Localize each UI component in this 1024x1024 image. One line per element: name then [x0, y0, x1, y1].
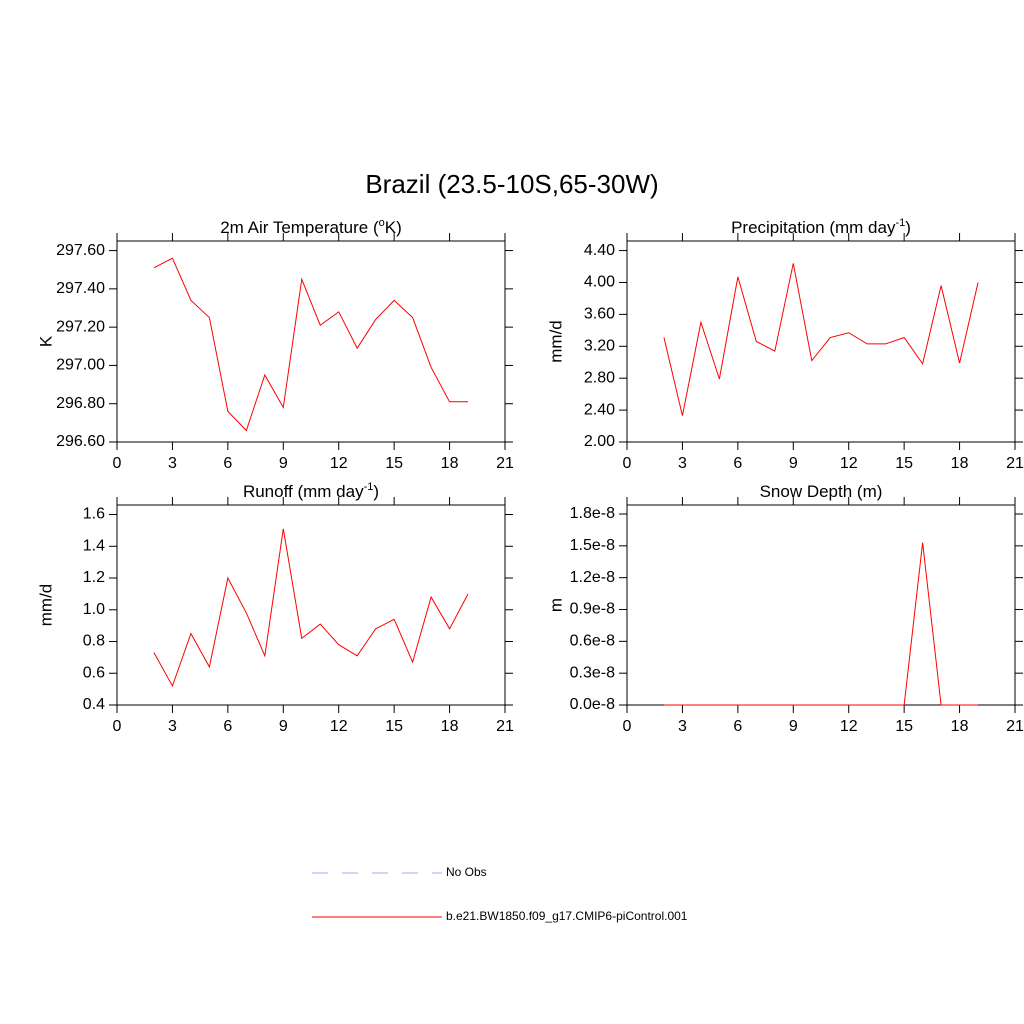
y-tick-label: 0.3e-8	[570, 664, 615, 681]
x-tick-label: 15	[385, 718, 403, 735]
y-tick-label: 1.6	[83, 506, 105, 523]
y-tick-label: 3.20	[584, 338, 615, 355]
x-tick-label: 3	[168, 718, 177, 735]
y-tick-label: 1.5e-8	[570, 537, 615, 554]
y-tick-label: 296.60	[56, 433, 105, 450]
panel-title: Runoff (mm day-1)	[243, 481, 379, 502]
panel-title-part: Snow Depth (m)	[760, 482, 883, 501]
x-tick-label: 9	[279, 455, 288, 472]
panel-title: Snow Depth (m)	[760, 482, 883, 501]
y-tick-label: 1.2	[83, 569, 105, 586]
y-tick-label: 1.0	[83, 601, 105, 618]
panel-title: Precipitation (mm day-1)	[731, 217, 911, 238]
x-tick-label: 9	[789, 455, 798, 472]
plot-frame	[626, 504, 1016, 706]
y-tick-label: 2.00	[584, 433, 615, 450]
y-tick-label: 297.20	[56, 318, 105, 335]
x-tick-label: 12	[840, 455, 858, 472]
y-axis-label: K	[36, 335, 55, 347]
y-tick-label: 4.40	[584, 242, 615, 259]
plot-frame	[116, 504, 506, 706]
y-tick-label: 296.80	[56, 395, 105, 412]
y-tick-label: 0.8	[83, 633, 105, 650]
plot-frame	[626, 240, 1016, 443]
y-tick-label: 0.4	[83, 696, 105, 713]
x-tick-label: 21	[496, 718, 514, 735]
y-tick-label: 1.8e-8	[570, 505, 615, 522]
x-tick-label: 12	[330, 455, 348, 472]
x-tick-label: 12	[330, 718, 348, 735]
y-tick-label: 1.2e-8	[570, 569, 615, 586]
legend-label: b.e21.BW1850.f09_g17.CMIP6-piControl.001	[446, 909, 688, 923]
y-tick-label: 2.40	[584, 401, 615, 418]
x-tick-label: 15	[385, 455, 403, 472]
x-tick-label: 6	[223, 455, 232, 472]
y-axis-label: mm/d	[36, 584, 55, 627]
panel-title-part: )	[905, 218, 911, 237]
x-tick-label: 6	[733, 718, 742, 735]
panel-title-part: K)	[385, 218, 402, 237]
y-axis-label: mm/d	[546, 320, 565, 363]
x-tick-label: 0	[113, 718, 122, 735]
y-tick-label: 4.00	[584, 274, 615, 291]
y-axis-label: m	[546, 598, 565, 612]
y-tick-label: 1.4	[83, 537, 105, 554]
x-tick-label: 6	[223, 718, 232, 735]
data-line	[663, 542, 979, 706]
y-tick-label: 297.60	[56, 242, 105, 259]
y-tick-label: 297.00	[56, 357, 105, 374]
x-tick-label: 18	[441, 455, 459, 472]
x-tick-label: 3	[678, 455, 687, 472]
x-tick-label: 3	[168, 455, 177, 472]
plot-frame	[116, 240, 506, 443]
x-tick-label: 0	[623, 718, 632, 735]
y-tick-label: 3.60	[584, 306, 615, 323]
panel-title-part: 2m Air Temperature (	[220, 218, 379, 237]
x-tick-label: 15	[895, 718, 913, 735]
panel-title-part: -1	[364, 481, 374, 493]
x-tick-label: 21	[1006, 455, 1024, 472]
y-tick-label: 0.0e-8	[570, 696, 615, 713]
panel-title-part: -1	[895, 217, 905, 229]
panel-title-part: o	[379, 217, 385, 229]
x-tick-label: 12	[840, 718, 858, 735]
x-tick-label: 21	[1006, 718, 1024, 735]
panel-title: 2m Air Temperature (oK)	[220, 217, 402, 238]
x-tick-label: 15	[895, 455, 913, 472]
x-tick-label: 21	[496, 455, 514, 472]
y-tick-label: 297.40	[56, 280, 105, 297]
data-line	[153, 528, 469, 688]
x-tick-label: 18	[951, 718, 969, 735]
panel-title-part: )	[373, 482, 379, 501]
x-tick-label: 9	[279, 718, 288, 735]
x-tick-label: 9	[789, 718, 798, 735]
x-tick-label: 3	[678, 718, 687, 735]
panel-title-part: Precipitation (mm day	[731, 218, 896, 237]
y-tick-label: 0.9e-8	[570, 601, 615, 618]
y-tick-label: 0.6e-8	[570, 633, 615, 650]
x-tick-label: 0	[113, 455, 122, 472]
x-tick-label: 18	[951, 455, 969, 472]
x-tick-label: 18	[441, 718, 459, 735]
y-tick-label: 0.6	[83, 664, 105, 681]
y-tick-label: 2.80	[584, 369, 615, 386]
data-line	[663, 263, 979, 416]
x-tick-label: 0	[623, 455, 632, 472]
main-title: Brazil (23.5-10S,65-30W)	[365, 169, 658, 199]
legend-label: No Obs	[446, 865, 487, 879]
x-tick-label: 6	[733, 455, 742, 472]
panel-title-part: Runoff (mm day	[243, 482, 364, 501]
data-line	[153, 257, 469, 432]
